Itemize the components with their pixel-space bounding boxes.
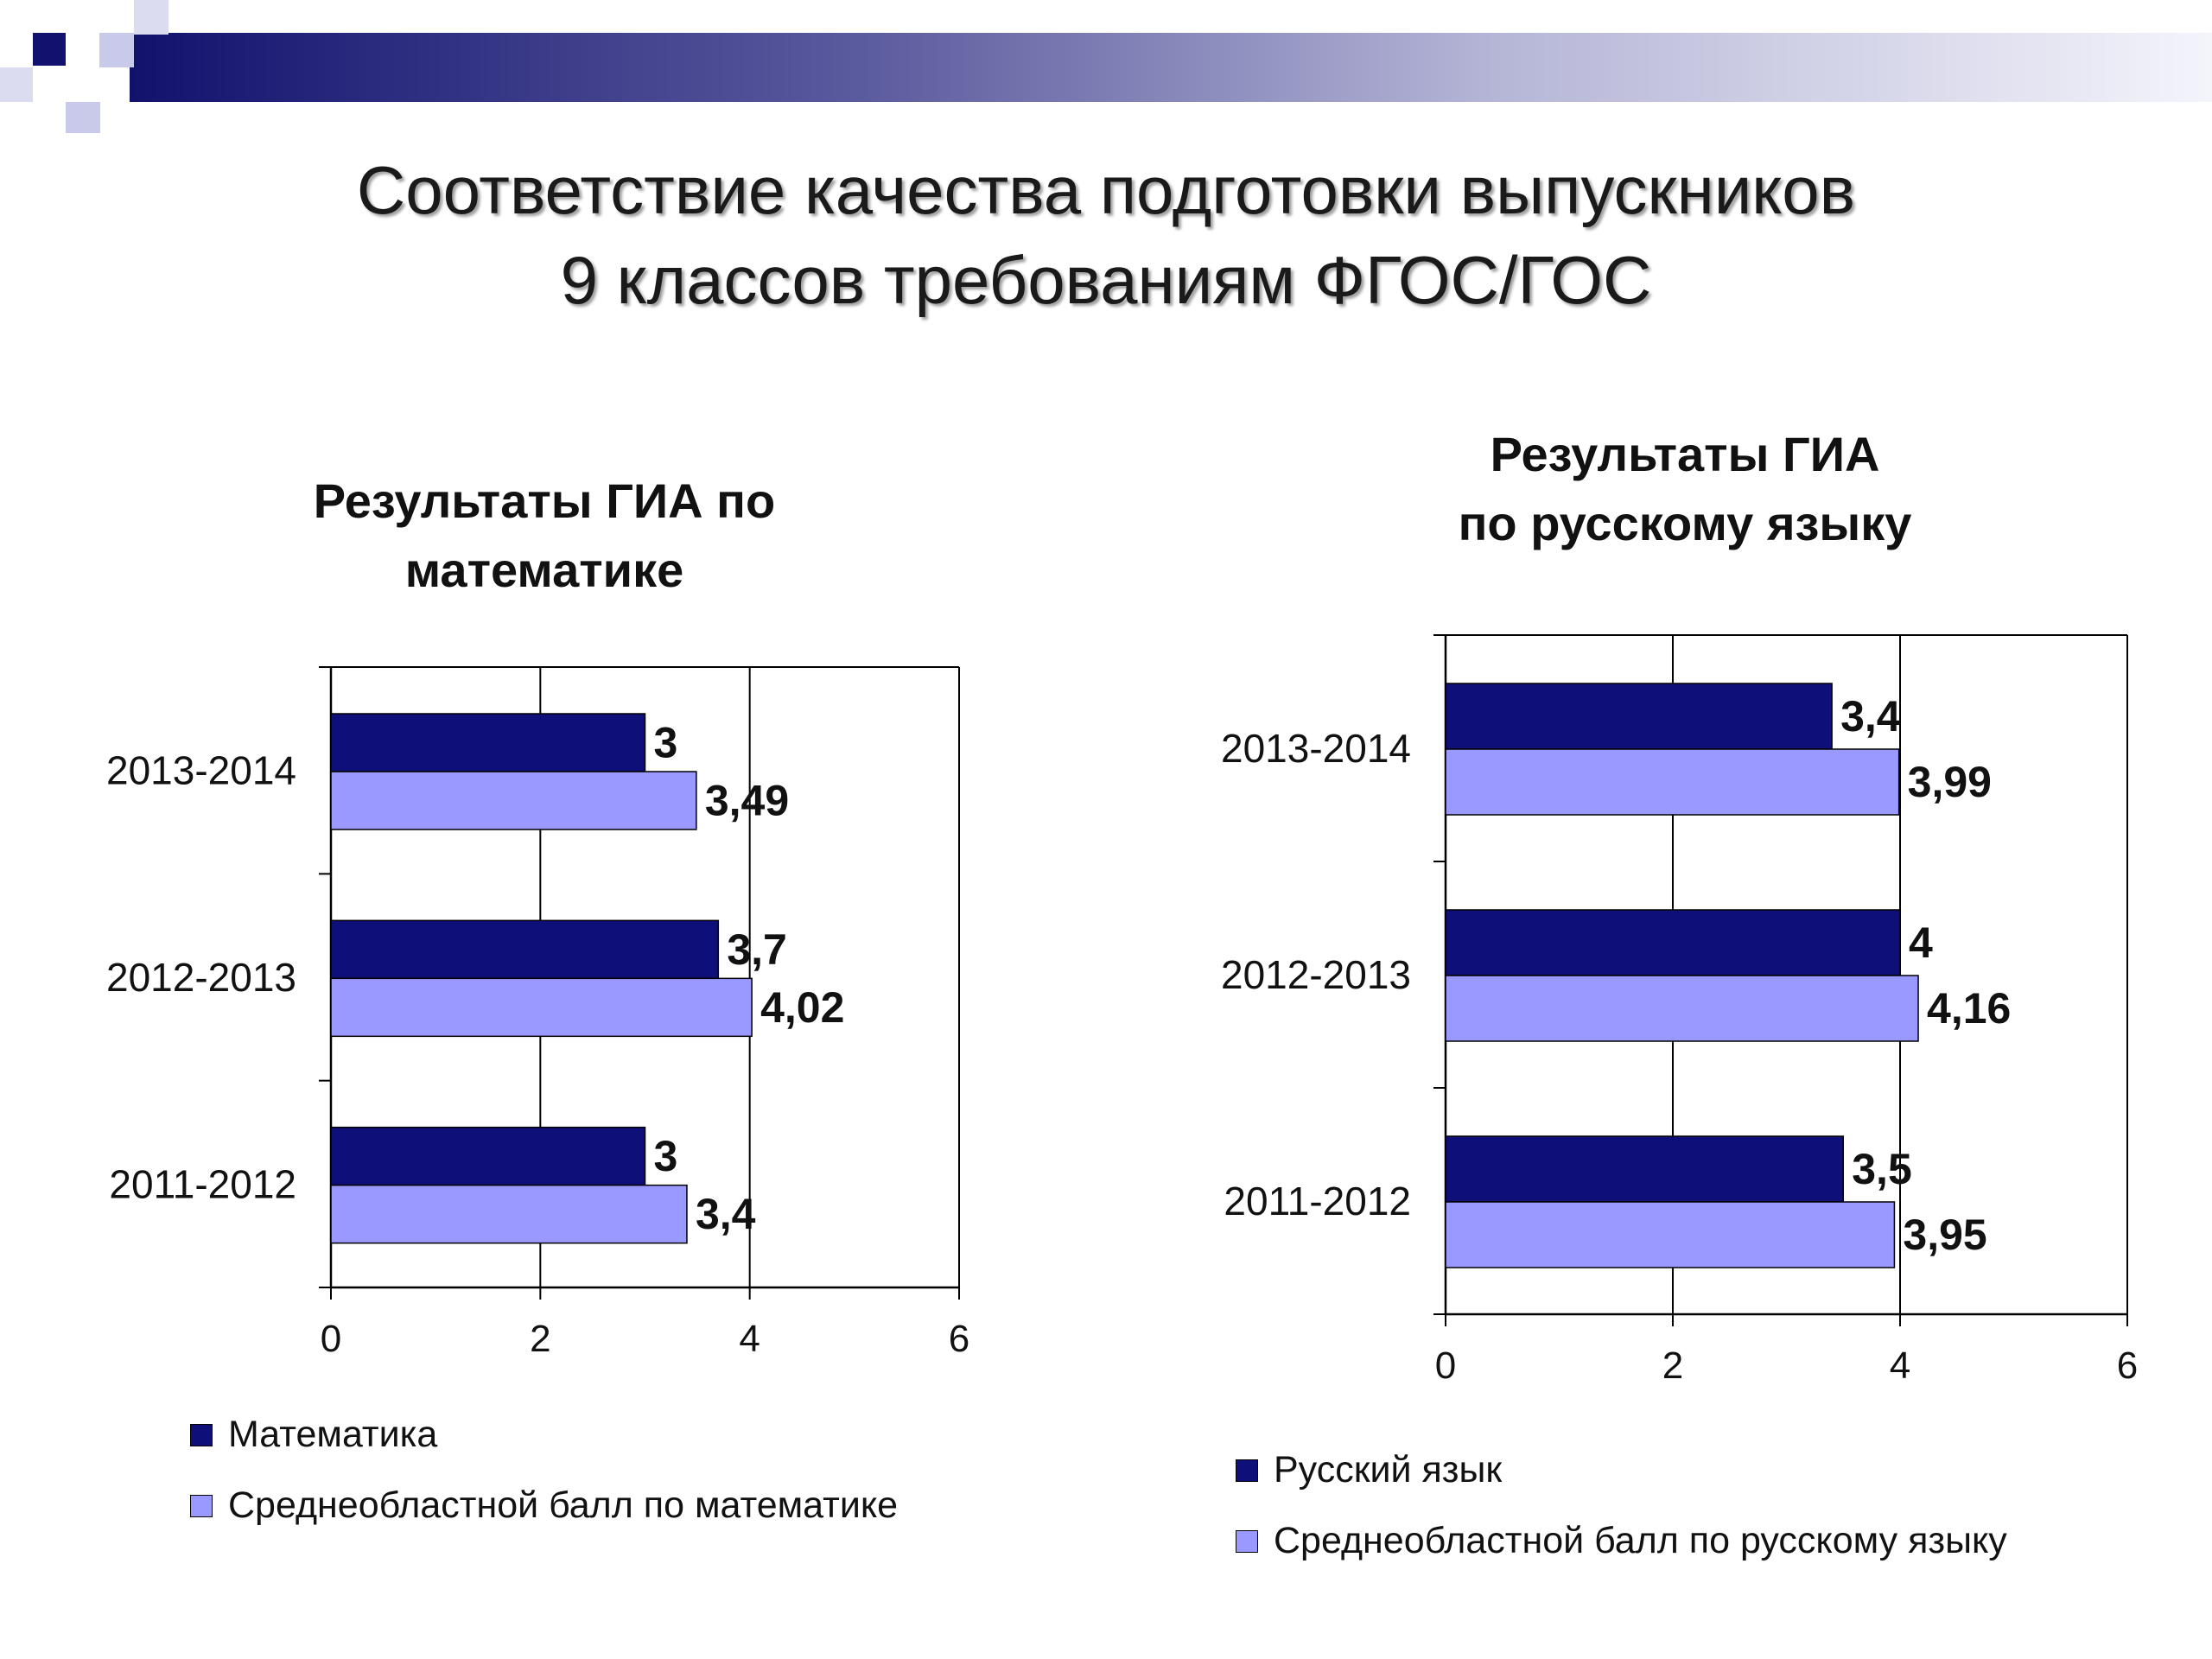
math-bar-regional xyxy=(330,977,753,1038)
russian-chart-title-line-2: по русскому языку xyxy=(1458,496,1912,550)
russian-data-label: 4 xyxy=(1909,918,1933,967)
legend-label: Русский язык xyxy=(1274,1449,1503,1491)
russian-category-label: 2012-2013 xyxy=(1221,952,1411,997)
legend-label: Среднеобластной балл по русскому языку xyxy=(1274,1520,2007,1561)
header-banner xyxy=(130,33,2212,102)
russian-data-label: 3,99 xyxy=(1908,758,1992,806)
math-x-tick-label: 2 xyxy=(530,1318,550,1360)
math-data-label: 4,02 xyxy=(760,983,844,1032)
slide-title: Соответствие качества подготовки выпускн… xyxy=(0,145,2212,325)
math-data-label: 3,4 xyxy=(696,1190,756,1238)
russian-category-label: 2013-2014 xyxy=(1221,726,1411,771)
math-category-label: 2011-2012 xyxy=(109,1161,296,1206)
math-data-label: 3 xyxy=(654,719,678,767)
math-chart-title-line-1: Результаты ГИА по xyxy=(313,474,776,528)
russian-x-tick-label: 6 xyxy=(2117,1344,2138,1387)
legend-swatch-light xyxy=(190,1495,213,1517)
russian-chart-title: Результаты ГИА по русскому языку xyxy=(1287,420,2082,558)
russian-data-label: 3,95 xyxy=(1903,1211,1986,1259)
russian-data-label: 4,16 xyxy=(1927,984,2011,1033)
math-bar-school xyxy=(330,713,646,772)
decor-square-light-1 xyxy=(99,33,134,67)
legend-swatch-dark xyxy=(190,1424,213,1446)
math-bar-school xyxy=(330,919,720,980)
math-bar-regional xyxy=(330,771,697,830)
math-x-tick-label: 4 xyxy=(739,1318,760,1360)
russian-x-tick-label: 2 xyxy=(1662,1344,1683,1387)
russian-bar-regional xyxy=(1445,748,1900,816)
math-x-tick-label: 0 xyxy=(321,1318,341,1360)
math-chart-title: Результаты ГИА по математике xyxy=(199,467,890,605)
russian-x-tick-label: 0 xyxy=(1435,1344,1456,1387)
slide-title-line-1: Соответствие качества подготовки выпускн… xyxy=(356,152,1856,228)
russian-bar-school xyxy=(1445,909,1901,976)
russian-data-label: 3,5 xyxy=(1852,1145,1912,1193)
decor-square-light-3 xyxy=(0,67,33,102)
math-legend: Математика Среднеобластной балл по матем… xyxy=(190,1413,1020,1526)
legend-swatch-light xyxy=(1236,1530,1258,1553)
russian-data-label: 3,4 xyxy=(1840,692,1901,741)
decor-square-dark xyxy=(33,33,66,66)
legend-label: Математика xyxy=(228,1414,438,1455)
russian-legend: Русский язык Среднеобластной балл по рус… xyxy=(1236,1448,2186,1561)
math-category-label: 2013-2014 xyxy=(106,748,296,793)
math-data-label: 3,7 xyxy=(727,925,787,974)
math-category-label: 2012-2013 xyxy=(106,955,296,1000)
legend-swatch-dark xyxy=(1236,1459,1258,1482)
russian-bar-school xyxy=(1445,1135,1844,1203)
decor-square-light-2 xyxy=(134,0,168,35)
russian-bar-regional xyxy=(1445,975,1919,1042)
legend-label: Среднеобластной балл по математике xyxy=(228,1484,899,1526)
russian-chart-title-line-1: Результаты ГИА xyxy=(1490,427,1880,481)
math-data-label: 3,49 xyxy=(705,777,789,825)
russian-bar-school xyxy=(1445,683,1833,750)
russian-category-label: 2011-2012 xyxy=(1224,1179,1411,1224)
math-bar-regional xyxy=(330,1184,688,1244)
math-data-label: 3 xyxy=(654,1132,678,1180)
math-x-tick-label: 6 xyxy=(949,1318,969,1360)
russian-x-tick-label: 4 xyxy=(1890,1344,1910,1387)
russian-bar-regional xyxy=(1445,1201,1896,1268)
decor-square-light-4 xyxy=(66,102,100,133)
math-chart-title-line-2: математике xyxy=(404,543,684,597)
slide-title-line-2: 9 классов требованиям ФГОС/ГОС xyxy=(560,242,1652,318)
